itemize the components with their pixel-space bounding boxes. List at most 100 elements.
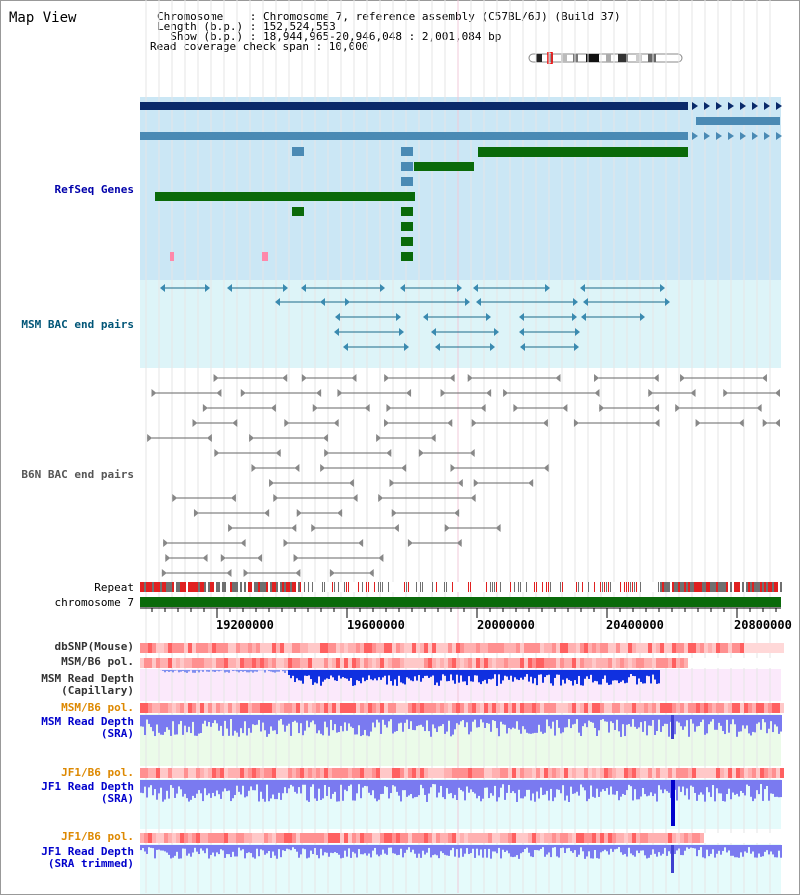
heatmap-cell bbox=[396, 703, 400, 713]
heatmap-cell bbox=[596, 643, 600, 653]
depth-bar bbox=[388, 845, 390, 848]
depth-bar bbox=[270, 715, 272, 727]
gene-block bbox=[292, 207, 304, 216]
heatmap-cell bbox=[328, 703, 332, 713]
repeat-mark bbox=[734, 582, 736, 592]
heatmap-cell bbox=[244, 658, 248, 668]
heatmap-cell bbox=[724, 768, 728, 778]
depth-bar bbox=[606, 715, 608, 722]
depth-bar bbox=[156, 845, 158, 850]
track-label-msm-bac[interactable]: MSM BAC end pairs bbox=[21, 318, 134, 331]
depth-bar bbox=[328, 670, 330, 680]
depth-bar bbox=[320, 715, 322, 734]
heatmap-cell bbox=[384, 643, 388, 653]
depth-bar bbox=[358, 670, 360, 682]
track-label-msm-b6-pol-2[interactable]: MSM/B6 pol. bbox=[61, 701, 134, 714]
track-label-msm-read-depth-sra[interactable]: MSM Read Depth (SRA) bbox=[41, 715, 134, 740]
depth-bar bbox=[614, 715, 616, 730]
gene-arrow bbox=[764, 102, 770, 110]
depth-bar bbox=[342, 670, 344, 678]
depth-bar bbox=[458, 715, 460, 725]
heatmap-cell bbox=[584, 833, 588, 843]
depth-bar bbox=[202, 715, 204, 724]
heatmap-cell bbox=[440, 658, 444, 668]
track-label-msm-read-depth-capillary[interactable]: MSM Read Depth (Capillary) bbox=[41, 672, 134, 697]
gene-arrow bbox=[152, 102, 158, 110]
depth-bar bbox=[428, 670, 430, 678]
heatmap-cell bbox=[472, 768, 476, 778]
heatmap-cell bbox=[720, 643, 724, 653]
depth-bar bbox=[158, 715, 160, 733]
repeat-mark bbox=[606, 582, 607, 592]
depth-bar bbox=[424, 780, 426, 795]
depth-bar bbox=[436, 845, 438, 856]
heatmap-cell bbox=[704, 658, 708, 668]
heatmap-cell bbox=[660, 703, 664, 713]
heatmap-cell bbox=[476, 768, 480, 778]
chromosome-ideogram[interactable] bbox=[528, 52, 684, 64]
repeat-mark bbox=[546, 582, 547, 592]
repeat-mark bbox=[600, 582, 601, 592]
heatmap-cell bbox=[592, 768, 596, 778]
repeat-mark bbox=[348, 582, 349, 592]
track-label-jf1-b6-pol-2[interactable]: JF1/B6 pol. bbox=[61, 830, 134, 843]
depth-bar bbox=[144, 780, 146, 787]
depth-bar bbox=[630, 670, 632, 675]
heatmap-cell bbox=[708, 658, 712, 668]
depth-bar bbox=[610, 670, 612, 685]
track-label-jf1-read-depth-sra[interactable]: JF1 Read Depth (SRA) bbox=[41, 780, 134, 805]
heatmap-cell bbox=[652, 703, 656, 713]
depth-bar bbox=[516, 780, 518, 802]
heatmap-cell bbox=[672, 768, 676, 778]
heatmap-cell bbox=[308, 768, 312, 778]
heatmap-cell bbox=[780, 703, 784, 713]
heatmap-cell bbox=[292, 643, 296, 653]
heatmap-cell bbox=[608, 658, 612, 668]
track-label-b6n-bac[interactable]: B6N BAC end pairs bbox=[21, 468, 134, 481]
heatmap-cell bbox=[252, 833, 256, 843]
depth-bar bbox=[516, 670, 518, 680]
heatmap-cell bbox=[228, 643, 232, 653]
gene-arrow bbox=[392, 102, 398, 110]
gene-arrow bbox=[752, 102, 758, 110]
heatmap-cell bbox=[168, 768, 172, 778]
heatmap-cell bbox=[192, 833, 196, 843]
depth-bar bbox=[398, 670, 400, 676]
depth-bar bbox=[372, 845, 374, 851]
axis-tick-label: 19200000 bbox=[216, 618, 274, 632]
gene-block bbox=[696, 117, 780, 125]
heatmap-cell bbox=[164, 643, 168, 653]
track-label-jf1-b6-pol-1[interactable]: JF1/B6 pol. bbox=[61, 766, 134, 779]
bac-end-arrow bbox=[654, 404, 660, 412]
depth-bar bbox=[676, 845, 678, 851]
bac-end-arrow bbox=[762, 419, 768, 427]
gene-arrow bbox=[197, 193, 203, 201]
depth-bar bbox=[596, 845, 598, 859]
depth-bar bbox=[724, 780, 726, 802]
heatmap-cell bbox=[332, 833, 336, 843]
repeat-mark bbox=[254, 582, 256, 592]
heatmap-cell bbox=[776, 833, 780, 843]
track-label-dbsnp[interactable]: dbSNP(Mouse) bbox=[54, 640, 134, 653]
depth-bar bbox=[344, 780, 346, 790]
heatmap-cell bbox=[580, 643, 584, 653]
track-label-refseq[interactable]: RefSeq Genes bbox=[54, 183, 134, 196]
heatmap-cell bbox=[480, 703, 484, 713]
heatmap-cell bbox=[284, 703, 288, 713]
gene-arrow bbox=[560, 102, 566, 110]
track-label-jf1-read-depth-trimmed[interactable]: JF1 Read Depth (SRA trimmed) bbox=[41, 845, 134, 870]
repeat-mark bbox=[682, 582, 684, 592]
depth-bar bbox=[544, 715, 546, 733]
gene-arrow bbox=[365, 193, 371, 201]
heatmap-cell bbox=[376, 703, 380, 713]
depth-bar bbox=[462, 845, 464, 857]
heatmap-cell bbox=[272, 833, 276, 843]
gene-arrow bbox=[608, 132, 614, 140]
repeat-mark bbox=[702, 582, 704, 592]
bac-end-arrow bbox=[406, 389, 412, 397]
repeat-mark bbox=[332, 582, 333, 592]
track-label-msm-b6-pol-1[interactable]: MSM/B6 pol. bbox=[61, 655, 134, 668]
depth-bar bbox=[604, 715, 606, 722]
depth-bar bbox=[638, 780, 640, 800]
